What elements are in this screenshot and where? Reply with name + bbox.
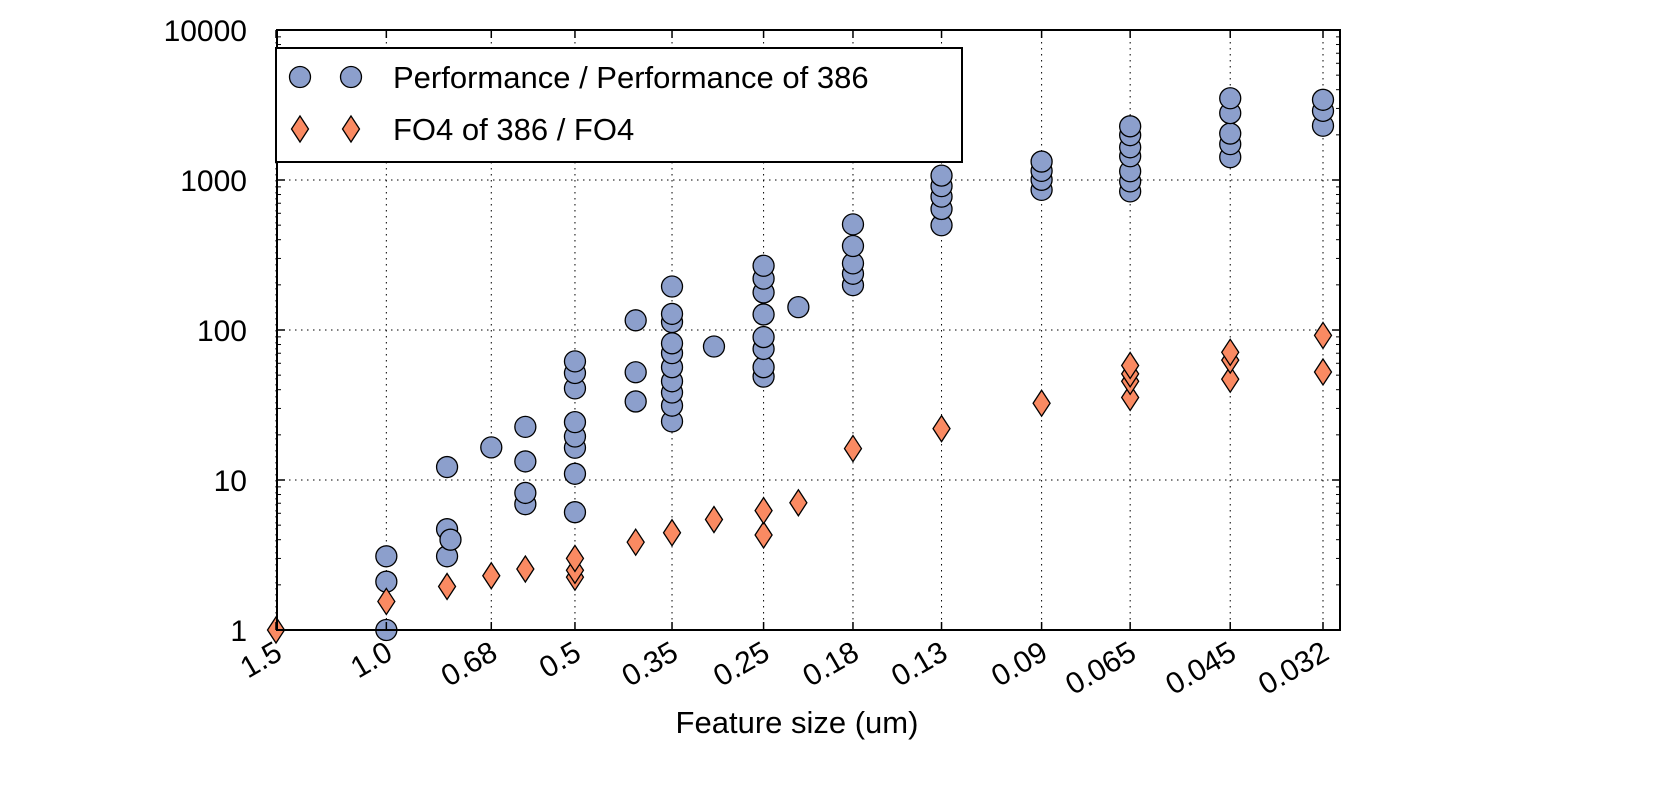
x-tick-label: 0.13 — [886, 635, 953, 693]
performance-point — [1311, 88, 1335, 111]
legend-markers — [288, 65, 363, 144]
performance-point — [563, 462, 587, 485]
x-tick-label: 0.045 — [1160, 635, 1242, 701]
performance-point — [930, 164, 953, 187]
performance-point — [1219, 122, 1242, 145]
legend-box — [275, 47, 963, 163]
fo4-point — [437, 572, 457, 601]
performance-point — [841, 213, 865, 236]
x-tick-label: 0.35 — [616, 635, 683, 693]
y-tick-label: 1000 — [180, 165, 247, 198]
performance-point — [841, 234, 865, 258]
fo4-point — [1120, 351, 1140, 380]
performance-point — [660, 302, 684, 326]
fo4-point — [1220, 364, 1240, 394]
fo4-point — [565, 544, 585, 573]
legend-label-fo4: FO4 of 386 / FO4 — [393, 112, 634, 147]
x-axis-label: Feature size (um) — [676, 705, 919, 740]
performance-point — [563, 350, 587, 373]
performance-point — [1030, 150, 1053, 173]
performance-point — [563, 411, 587, 434]
fo4-point — [1032, 389, 1051, 418]
x-tick-label: 0.09 — [986, 635, 1053, 693]
performance-point — [660, 332, 684, 355]
x-tick-label: 1.0 — [345, 635, 398, 684]
x-tick-label: 0.25 — [708, 635, 775, 693]
y-tick-label: 10000 — [164, 15, 247, 48]
fo4-point — [754, 520, 773, 550]
legend-marker-performance — [288, 65, 312, 89]
performance-point — [1219, 87, 1242, 110]
data-points — [266, 87, 1335, 645]
performance-point — [752, 254, 775, 277]
x-tick-label: 0.065 — [1060, 635, 1142, 701]
performance-point — [514, 450, 537, 473]
performance-point — [563, 501, 587, 524]
performance-point — [624, 361, 647, 384]
performance-point — [514, 481, 537, 505]
x-tick-label: 0.032 — [1253, 635, 1335, 701]
performance-point — [752, 303, 775, 326]
x-tick-label: 0.5 — [534, 635, 587, 684]
performance-point — [375, 545, 398, 568]
legend-marker-performance — [339, 65, 363, 89]
performance-point — [624, 390, 647, 413]
series-performance — [375, 87, 1335, 642]
performance-point — [1119, 115, 1142, 138]
fo4-point — [843, 434, 863, 463]
fo4-point — [1313, 357, 1333, 387]
fo4-point — [482, 561, 501, 590]
fo4-point — [704, 505, 724, 534]
series-fo4 — [266, 321, 1333, 645]
performance-point — [435, 455, 459, 479]
performance-point — [514, 415, 537, 439]
legend: Performance / Performance of 386 FO4 of … — [275, 47, 963, 163]
fo4-point — [662, 518, 682, 547]
legend-label-performance: Performance / Performance of 386 — [393, 60, 869, 95]
x-tick-label: 0.68 — [436, 635, 503, 693]
x-tick-label: 0.18 — [797, 635, 864, 693]
fo4-point — [626, 527, 645, 557]
fo4-point — [1220, 338, 1240, 367]
y-tick-label: 100 — [197, 315, 247, 348]
fo4-point — [932, 414, 951, 443]
fo4-point — [754, 496, 773, 525]
legend-marker-fo4 — [290, 114, 310, 144]
fo4-point — [789, 488, 808, 517]
y-tick-label: 10 — [214, 465, 247, 498]
fo4-point — [1313, 321, 1333, 350]
performance-point — [660, 275, 684, 298]
fo4-point — [516, 554, 535, 584]
performance-point — [480, 436, 503, 459]
performance-point — [439, 528, 462, 551]
performance-point — [752, 325, 775, 349]
performance-point — [787, 296, 810, 319]
legend-marker-fo4 — [341, 114, 361, 144]
y-tick-label: 1 — [230, 615, 247, 648]
performance-point — [624, 309, 647, 332]
fo4-point — [1120, 383, 1140, 412]
fo4-point — [377, 587, 396, 616]
performance-point — [702, 335, 726, 358]
